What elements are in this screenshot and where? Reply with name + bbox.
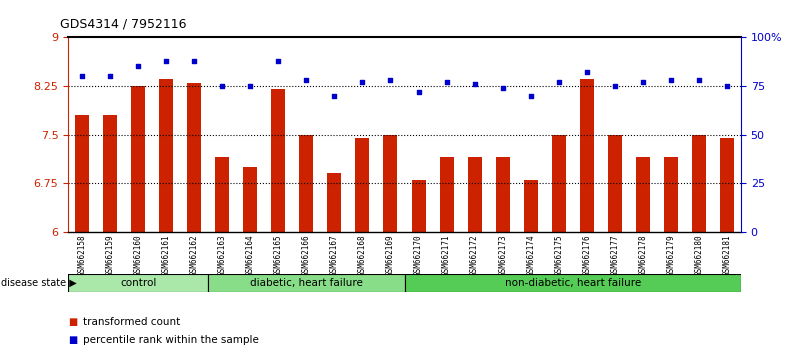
Bar <box>300 135 313 232</box>
Text: GSM662181: GSM662181 <box>723 234 731 276</box>
Text: GSM662164: GSM662164 <box>246 234 255 276</box>
Bar <box>636 157 650 232</box>
Point <box>497 85 509 91</box>
Point <box>609 83 622 89</box>
Text: GSM662171: GSM662171 <box>442 234 451 276</box>
Point <box>160 58 173 63</box>
Point <box>553 79 566 85</box>
Text: GSM662166: GSM662166 <box>302 234 311 276</box>
Point <box>300 77 312 83</box>
Bar <box>468 157 481 232</box>
Text: GSM662173: GSM662173 <box>498 234 507 276</box>
Bar <box>496 157 509 232</box>
Bar <box>103 115 117 232</box>
Bar <box>552 135 566 232</box>
Text: GDS4314 / 7952116: GDS4314 / 7952116 <box>60 17 187 30</box>
Text: disease state ▶: disease state ▶ <box>1 278 77 288</box>
Bar <box>692 135 706 232</box>
Point <box>441 79 453 85</box>
Text: GSM662169: GSM662169 <box>386 234 395 276</box>
Bar <box>75 115 89 232</box>
Text: percentile rank within the sample: percentile rank within the sample <box>83 335 259 345</box>
Bar <box>215 157 229 232</box>
Bar <box>405 274 741 292</box>
Bar <box>208 274 405 292</box>
Point <box>356 79 369 85</box>
Point <box>328 93 341 98</box>
Bar <box>272 89 285 232</box>
Bar <box>159 79 173 232</box>
Bar <box>664 157 678 232</box>
Text: GSM662174: GSM662174 <box>526 234 535 276</box>
Text: non-diabetic, heart failure: non-diabetic, heart failure <box>505 278 641 288</box>
Point <box>580 69 593 75</box>
Text: GSM662178: GSM662178 <box>638 234 647 276</box>
Text: ■: ■ <box>68 335 78 345</box>
Bar <box>608 135 622 232</box>
Text: GSM662163: GSM662163 <box>218 234 227 276</box>
Point <box>468 81 481 87</box>
Point <box>216 83 229 89</box>
Bar <box>580 79 594 232</box>
Text: GSM662170: GSM662170 <box>414 234 423 276</box>
Point <box>244 83 256 89</box>
Point <box>75 73 89 79</box>
Text: GSM662176: GSM662176 <box>582 234 591 276</box>
Bar <box>720 138 734 232</box>
Point <box>665 77 678 83</box>
Text: ■: ■ <box>68 317 78 327</box>
Bar <box>356 138 369 232</box>
Point <box>636 79 649 85</box>
Point <box>272 58 285 63</box>
Text: GSM662177: GSM662177 <box>610 234 619 276</box>
Point <box>525 93 537 98</box>
Text: GSM662162: GSM662162 <box>190 234 199 276</box>
Text: GSM662180: GSM662180 <box>694 234 703 276</box>
Bar <box>131 86 145 232</box>
Point <box>384 77 397 83</box>
Bar <box>328 173 341 232</box>
Point <box>187 58 200 63</box>
Text: GSM662175: GSM662175 <box>554 234 563 276</box>
Text: diabetic, heart failure: diabetic, heart failure <box>250 278 363 288</box>
Text: transformed count: transformed count <box>83 317 179 327</box>
Bar <box>187 82 201 232</box>
Point <box>720 83 733 89</box>
Text: GSM662160: GSM662160 <box>134 234 143 276</box>
Point <box>413 89 425 95</box>
Bar <box>384 135 397 232</box>
Point <box>692 77 705 83</box>
Text: GSM662167: GSM662167 <box>330 234 339 276</box>
Text: GSM662179: GSM662179 <box>666 234 675 276</box>
Bar <box>524 180 537 232</box>
Point <box>104 73 117 79</box>
Bar <box>244 167 257 232</box>
Text: GSM662172: GSM662172 <box>470 234 479 276</box>
Point <box>131 64 145 69</box>
Bar <box>412 180 425 232</box>
Text: control: control <box>120 278 156 288</box>
Text: GSM662161: GSM662161 <box>162 234 171 276</box>
Text: GSM662158: GSM662158 <box>78 234 87 276</box>
Text: GSM662159: GSM662159 <box>106 234 115 276</box>
Text: GSM662165: GSM662165 <box>274 234 283 276</box>
Bar <box>68 274 208 292</box>
Bar <box>440 157 453 232</box>
Text: GSM662168: GSM662168 <box>358 234 367 276</box>
